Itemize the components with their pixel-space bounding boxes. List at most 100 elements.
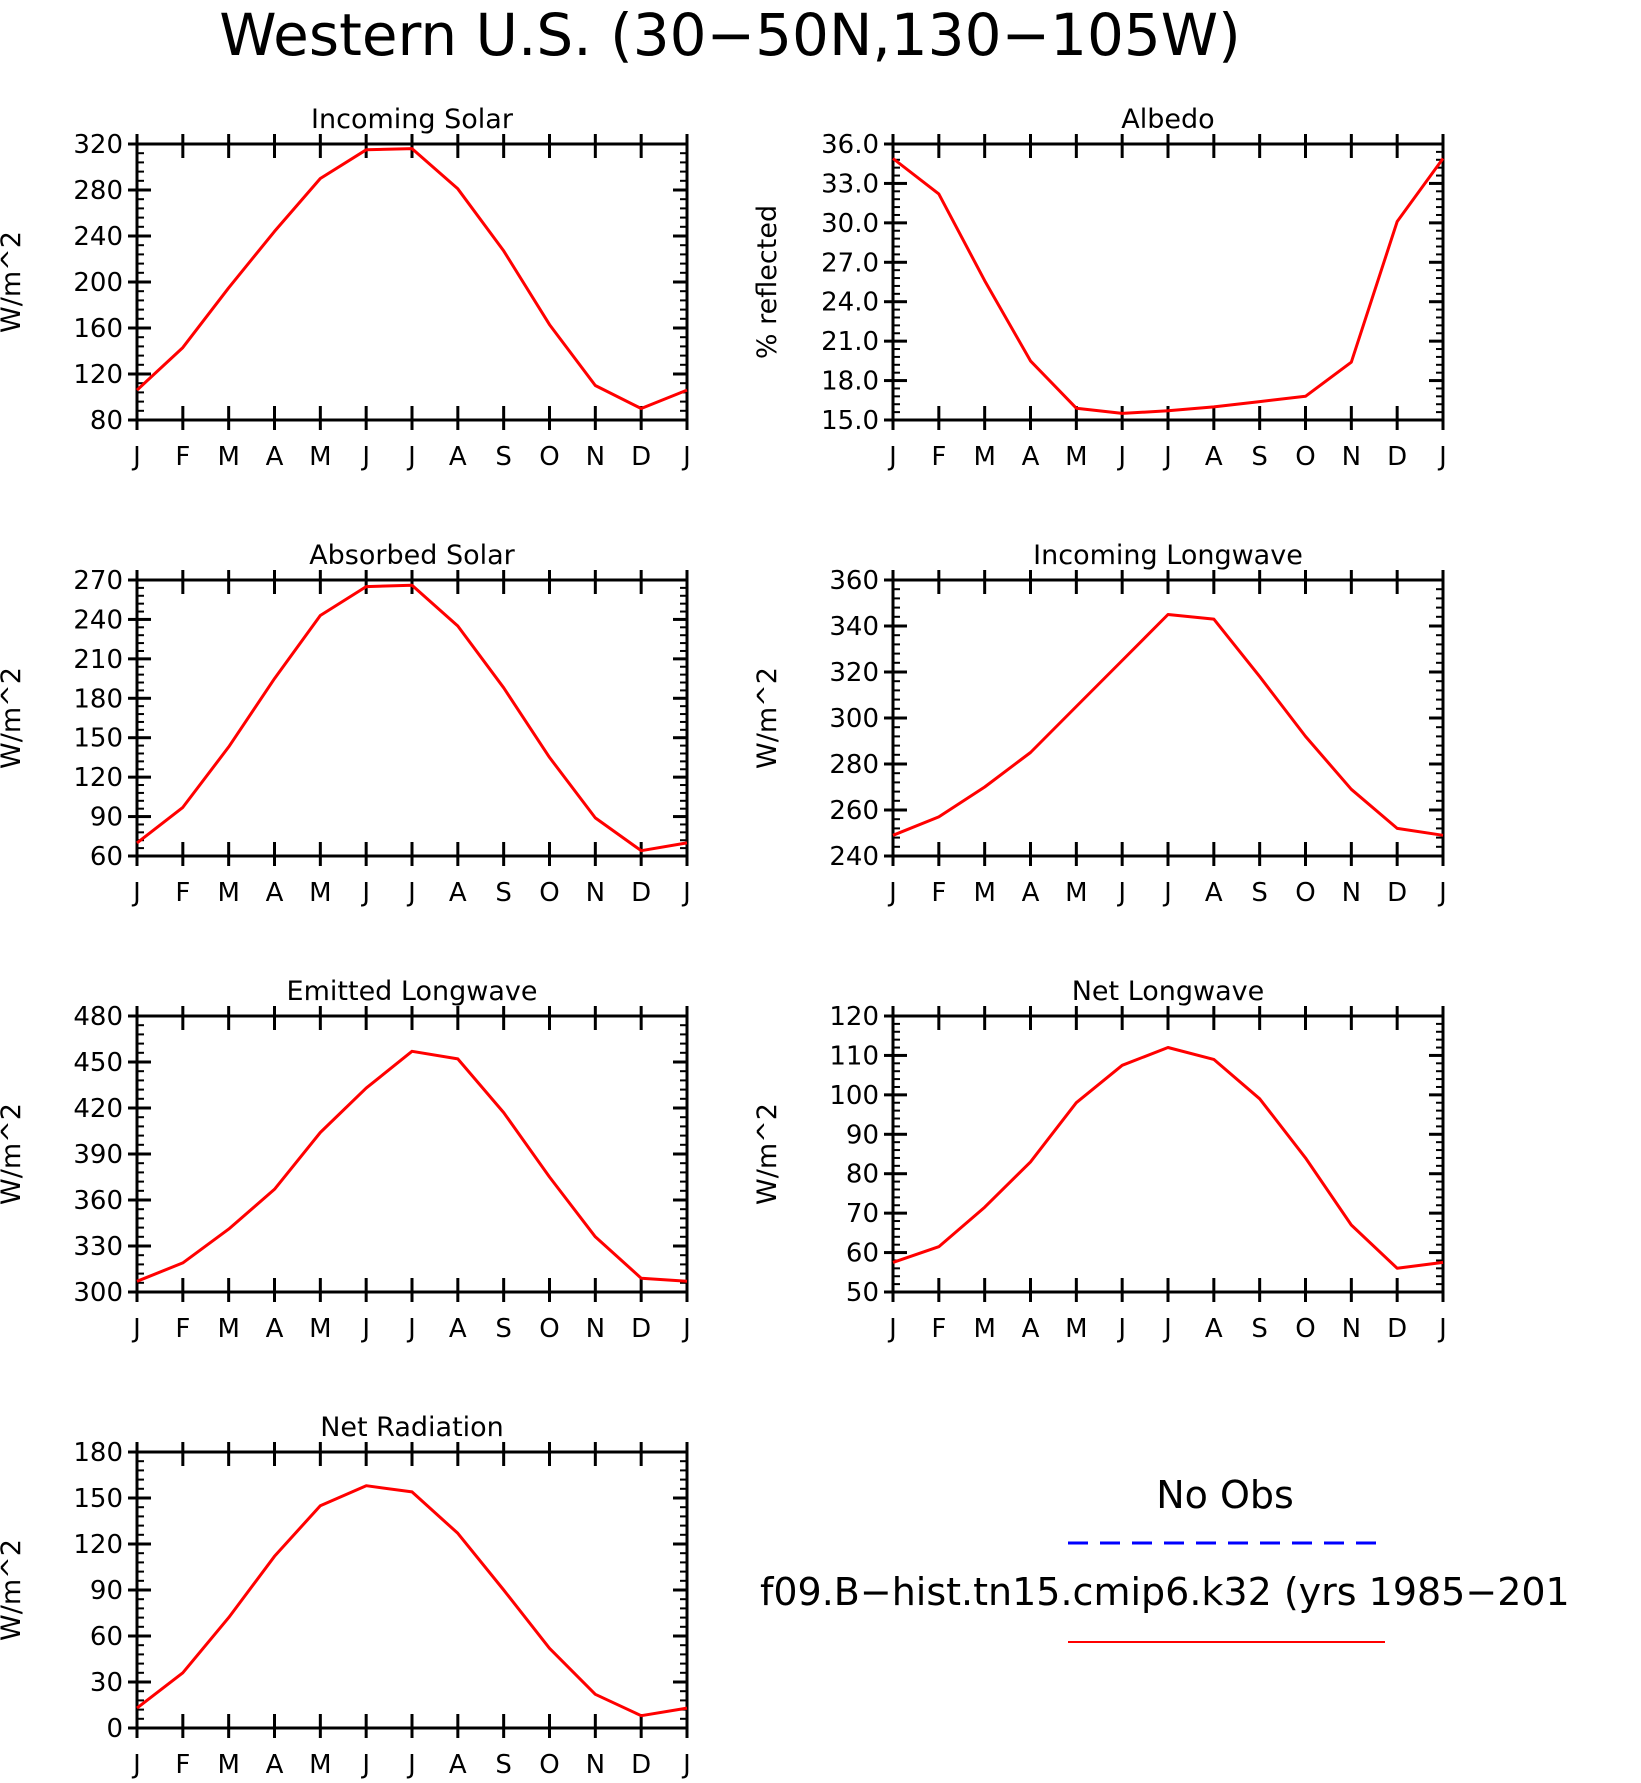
x-tick-label: J	[131, 442, 141, 472]
x-tick-label: F	[175, 1750, 190, 1780]
x-tick-label: O	[1295, 442, 1315, 472]
x-tick-label: S	[1251, 1314, 1268, 1344]
x-tick-label: D	[1387, 878, 1407, 908]
x-tick-label: A	[1022, 878, 1040, 908]
x-tick-label: S	[495, 442, 512, 472]
x-tick-label: J	[1437, 878, 1447, 908]
y-tick-label: 15.0	[821, 406, 879, 436]
plot-frame	[891, 142, 1445, 422]
x-tick-label: J	[406, 1750, 416, 1780]
y-tick-label: 320	[73, 130, 123, 160]
x-tick-label: A	[449, 878, 467, 908]
x-tick-label: M	[217, 1314, 239, 1344]
x-tick-label: O	[539, 878, 559, 908]
plot-frame	[891, 578, 1445, 858]
x-tick-label: M	[309, 878, 331, 908]
chart-panel-albedo: Albedo % reflected 15.0 18.0 21.0 24.0 27.0 30.…	[752, 104, 1447, 472]
y-tick-label: 240	[73, 222, 123, 252]
y-tick-label: 200	[73, 268, 123, 298]
x-tick-label: O	[539, 1314, 559, 1344]
x-tick-label: F	[931, 878, 946, 908]
x-tick-label: A	[449, 1314, 467, 1344]
x-tick-label: N	[586, 1314, 605, 1344]
x-tick-label: J	[406, 878, 416, 908]
x-tick-label: J	[360, 1314, 370, 1344]
y-axis-label: W/m^2	[0, 231, 27, 333]
y-tick-label: 50	[846, 1278, 879, 1308]
x-tick-label: M	[309, 1750, 331, 1780]
panel-title: Net Radiation	[320, 1412, 504, 1443]
y-tick-label: 90	[90, 1576, 123, 1606]
x-tick-label: J	[1162, 878, 1172, 908]
plot-frame	[135, 578, 689, 858]
y-tick-label: 180	[73, 684, 123, 714]
y-tick-label: 240	[73, 605, 123, 635]
y-axis-label: W/m^2	[0, 1103, 27, 1205]
y-tick-label: 240	[829, 842, 879, 872]
y-tick-label: 21.0	[821, 327, 879, 357]
x-tick-label: J	[1116, 1314, 1126, 1344]
x-tick-label: A	[1022, 1314, 1040, 1344]
series-line	[135, 147, 688, 410]
y-tick-label: 30.0	[821, 209, 879, 239]
x-tick-label: J	[1116, 878, 1126, 908]
y-tick-label: 300	[73, 1278, 123, 1308]
x-tick-label: M	[217, 1750, 239, 1780]
panel-title: Albedo	[1121, 104, 1214, 135]
y-tick-label: 160	[73, 314, 123, 344]
x-tick-label: D	[631, 1750, 651, 1780]
y-axis-label: % reflected	[752, 205, 783, 359]
chart-panel-absorbed-solar: Absorbed Solar W/m^2 60 90 120 150 180 210 240 27…	[0, 540, 691, 908]
x-tick-label: F	[175, 442, 190, 472]
plot-frame	[135, 142, 689, 422]
y-tick-label: 450	[73, 1048, 123, 1078]
x-tick-label: J	[406, 442, 416, 472]
y-tick-label: 360	[829, 566, 879, 596]
figure-title: Western U.S. (30−50N,130−105W)	[219, 1, 1241, 69]
x-tick-label: O	[1295, 878, 1315, 908]
x-tick-label: A	[266, 1314, 284, 1344]
x-tick-label: A	[1205, 442, 1223, 472]
x-tick-label: J	[681, 442, 691, 472]
x-tick-label: M	[973, 878, 995, 908]
x-tick-label: M	[1065, 878, 1087, 908]
chart-panels: Incoming Solar W/m^2 80 120 160 200 240 280 320 J…	[0, 104, 1447, 1780]
panel-title: Incoming Solar	[311, 104, 514, 135]
x-tick-label: J	[681, 1750, 691, 1780]
x-tick-label: F	[931, 442, 946, 472]
y-axis-label: W/m^2	[752, 667, 783, 769]
y-tick-label: 150	[73, 724, 123, 754]
y-tick-label: 280	[829, 750, 879, 780]
x-tick-label: A	[449, 442, 467, 472]
x-tick-label: J	[406, 1314, 416, 1344]
y-tick-label: 60	[90, 1622, 123, 1652]
x-tick-label: F	[931, 1314, 946, 1344]
x-tick-label: J	[360, 442, 370, 472]
y-tick-label: 480	[73, 1002, 123, 1032]
plot-frame	[891, 1014, 1445, 1294]
series-line	[892, 157, 1445, 415]
y-tick-label: 100	[829, 1081, 879, 1111]
x-tick-label: D	[631, 878, 651, 908]
y-tick-label: 330	[73, 1232, 123, 1262]
x-tick-label: A	[266, 878, 284, 908]
y-tick-label: 80	[90, 406, 123, 436]
x-tick-label: M	[973, 1314, 995, 1344]
x-tick-label: M	[973, 442, 995, 472]
x-tick-label: J	[1437, 1314, 1447, 1344]
x-tick-label: S	[495, 878, 512, 908]
y-tick-label: 120	[829, 1002, 879, 1032]
x-tick-label: J	[360, 878, 370, 908]
x-tick-label: F	[175, 878, 190, 908]
x-tick-label: D	[631, 1314, 651, 1344]
x-tick-label: N	[586, 878, 605, 908]
panel-title: Absorbed Solar	[309, 540, 515, 571]
y-tick-label: 320	[829, 658, 879, 688]
series-line	[892, 1046, 1444, 1270]
series-line	[136, 1484, 688, 1718]
x-tick-label: J	[360, 1750, 370, 1780]
y-tick-label: 360	[73, 1186, 123, 1216]
